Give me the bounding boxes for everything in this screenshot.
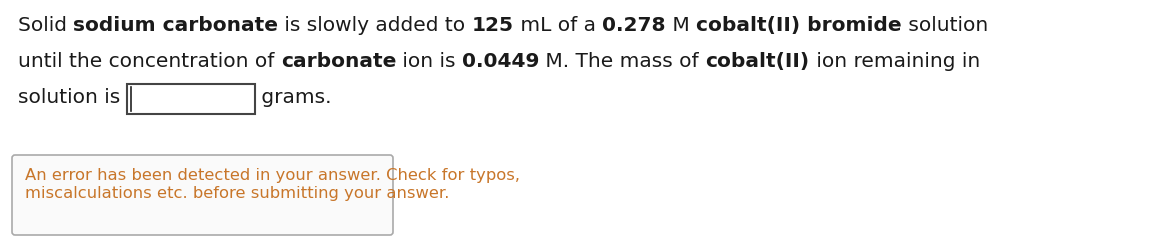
Text: is slowly added to: is slowly added to — [278, 16, 471, 35]
Text: 125: 125 — [471, 16, 514, 35]
Text: miscalculations etc. before submitting your answer.: miscalculations etc. before submitting y… — [25, 186, 449, 201]
Text: M: M — [666, 16, 696, 35]
Text: An error has been detected in your answer. Check for typos,: An error has been detected in your answe… — [25, 168, 520, 183]
Text: cobalt(II) bromide: cobalt(II) bromide — [696, 16, 901, 35]
Text: ion remaining in: ion remaining in — [809, 52, 980, 71]
Text: cobalt(II): cobalt(II) — [705, 52, 809, 71]
Text: M. The mass of: M. The mass of — [540, 52, 705, 71]
Text: grams.: grams. — [255, 88, 331, 107]
Text: sodium carbonate: sodium carbonate — [73, 16, 278, 35]
Text: 0.0449: 0.0449 — [462, 52, 540, 71]
FancyBboxPatch shape — [126, 84, 255, 114]
Text: 0.278: 0.278 — [602, 16, 666, 35]
Text: solution is: solution is — [19, 88, 126, 107]
Text: Solid: Solid — [19, 16, 73, 35]
Text: carbonate: carbonate — [280, 52, 396, 71]
Text: until the concentration of: until the concentration of — [19, 52, 280, 71]
Text: solution: solution — [901, 16, 988, 35]
FancyBboxPatch shape — [12, 155, 393, 235]
Text: ion is: ion is — [396, 52, 462, 71]
Text: mL of a: mL of a — [514, 16, 602, 35]
